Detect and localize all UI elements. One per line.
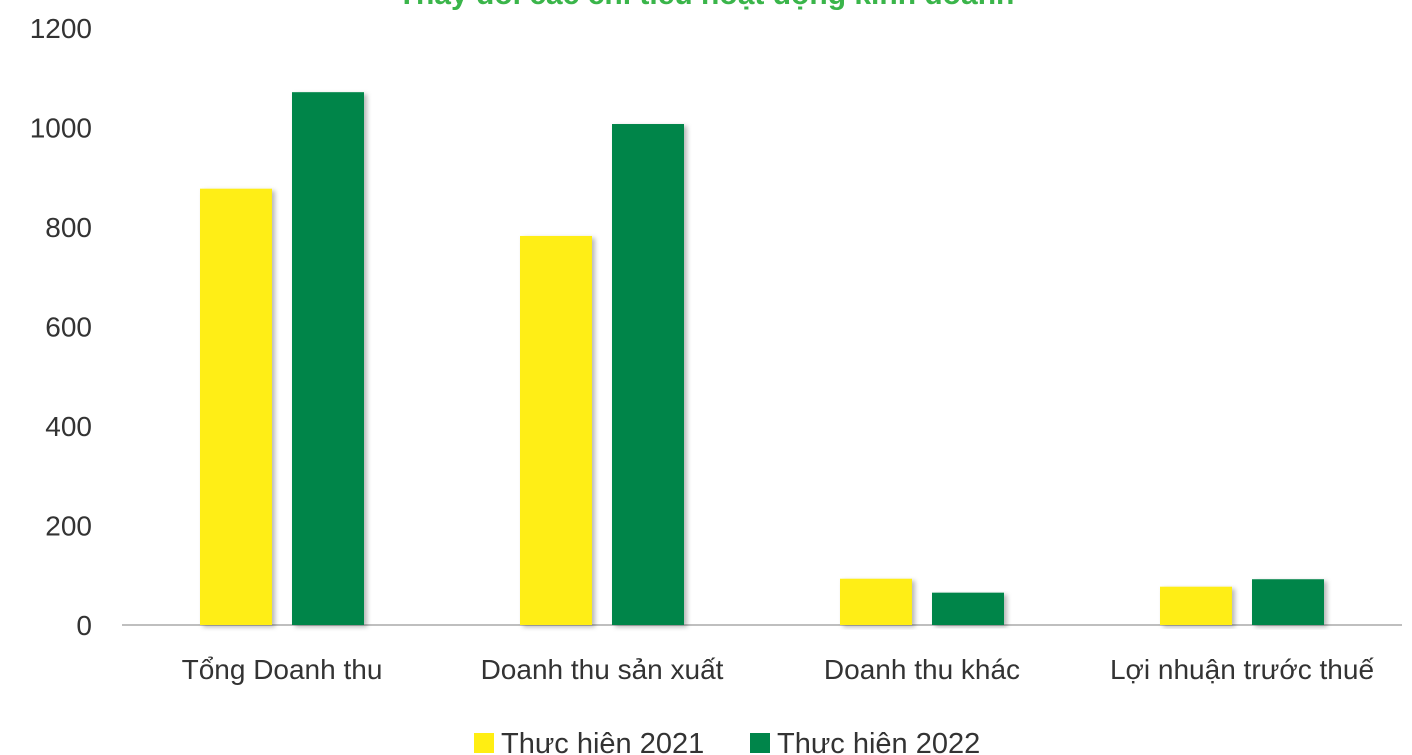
x-category-label: Lợi nhuận trước thuế — [1110, 654, 1374, 685]
legend: Thực hiện 2021 Thực hiện 2022 — [474, 728, 980, 755]
x-category-label: Doanh thu khác — [824, 654, 1020, 685]
y-tick-label: 600 — [45, 312, 92, 343]
bar-2022-1 — [612, 124, 684, 625]
y-tick-label: 400 — [45, 411, 92, 442]
legend-swatch-2021 — [474, 733, 494, 753]
bar-2022-3 — [1252, 579, 1324, 625]
y-tick-label: 1000 — [30, 113, 92, 144]
y-tick-label: 1200 — [30, 13, 92, 44]
y-tick-label: 0 — [76, 610, 92, 641]
bar-2021-2 — [840, 579, 912, 625]
x-category-label: Doanh thu sản xuất — [481, 654, 724, 685]
x-axis-category-labels: Tổng Doanh thu Doanh thu sản xuất Doanh th… — [182, 654, 1375, 685]
legend-swatch-2022 — [750, 733, 770, 753]
bar-2021-3 — [1160, 587, 1232, 625]
bar-2022-0 — [292, 92, 364, 625]
chart-title: Thay đổi các chỉ tiêu hoạt động kinh doa… — [398, 0, 1015, 11]
y-tick-label: 800 — [45, 212, 92, 243]
y-tick-label: 200 — [45, 511, 92, 542]
bar-2021-1 — [520, 236, 592, 625]
x-category-label: Tổng Doanh thu — [182, 654, 383, 685]
legend-label-2022: Thực hiện 2022 — [777, 728, 980, 755]
bar-2022-2 — [932, 593, 1004, 625]
bar-2021-0 — [200, 189, 272, 625]
bars-group — [200, 92, 1324, 625]
legend-label-2021: Thực hiện 2021 — [501, 728, 704, 755]
y-axis-ticks: 0 200 400 600 800 1000 1200 — [30, 13, 92, 641]
